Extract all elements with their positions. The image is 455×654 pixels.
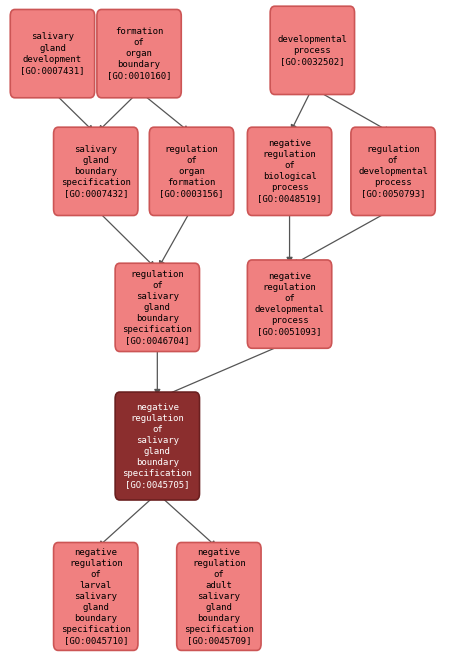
FancyBboxPatch shape [350,127,434,216]
Text: negative
regulation
of
biological
process
[GO:0048519]: negative regulation of biological proces… [257,139,321,203]
Text: negative
regulation
of
adult
salivary
gland
boundary
specification
[GO:0045709]: negative regulation of adult salivary gl… [183,547,253,645]
FancyBboxPatch shape [115,392,199,500]
FancyBboxPatch shape [54,543,137,650]
Text: negative
regulation
of
larval
salivary
gland
boundary
specification
[GO:0045710]: negative regulation of larval salivary g… [61,547,131,645]
Text: developmental
process
[GO:0032502]: developmental process [GO:0032502] [277,35,347,66]
Text: negative
regulation
of
salivary
gland
boundary
specification
[GO:0045705]: negative regulation of salivary gland bo… [122,403,192,489]
Text: salivary
gland
development
[GO:0007431]: salivary gland development [GO:0007431] [20,33,85,75]
Text: negative
regulation
of
developmental
process
[GO:0051093]: negative regulation of developmental pro… [254,272,324,336]
FancyBboxPatch shape [115,263,199,352]
FancyBboxPatch shape [10,9,95,98]
FancyBboxPatch shape [176,543,260,650]
FancyBboxPatch shape [270,6,354,94]
Text: regulation
of
developmental
process
[GO:0050793]: regulation of developmental process [GO:… [357,145,427,198]
Text: regulation
of
salivary
gland
boundary
specification
[GO:0046704]: regulation of salivary gland boundary sp… [122,269,192,345]
Text: salivary
gland
boundary
specification
[GO:0007432]: salivary gland boundary specification [G… [61,145,131,198]
Text: regulation
of
organ
formation
[GO:0003156]: regulation of organ formation [GO:000315… [159,145,223,198]
Text: formation
of
organ
boundary
[GO:0010160]: formation of organ boundary [GO:0010160] [106,27,171,80]
FancyBboxPatch shape [96,9,181,98]
FancyBboxPatch shape [149,127,233,216]
FancyBboxPatch shape [54,127,137,216]
FancyBboxPatch shape [247,260,331,348]
FancyBboxPatch shape [247,127,331,216]
